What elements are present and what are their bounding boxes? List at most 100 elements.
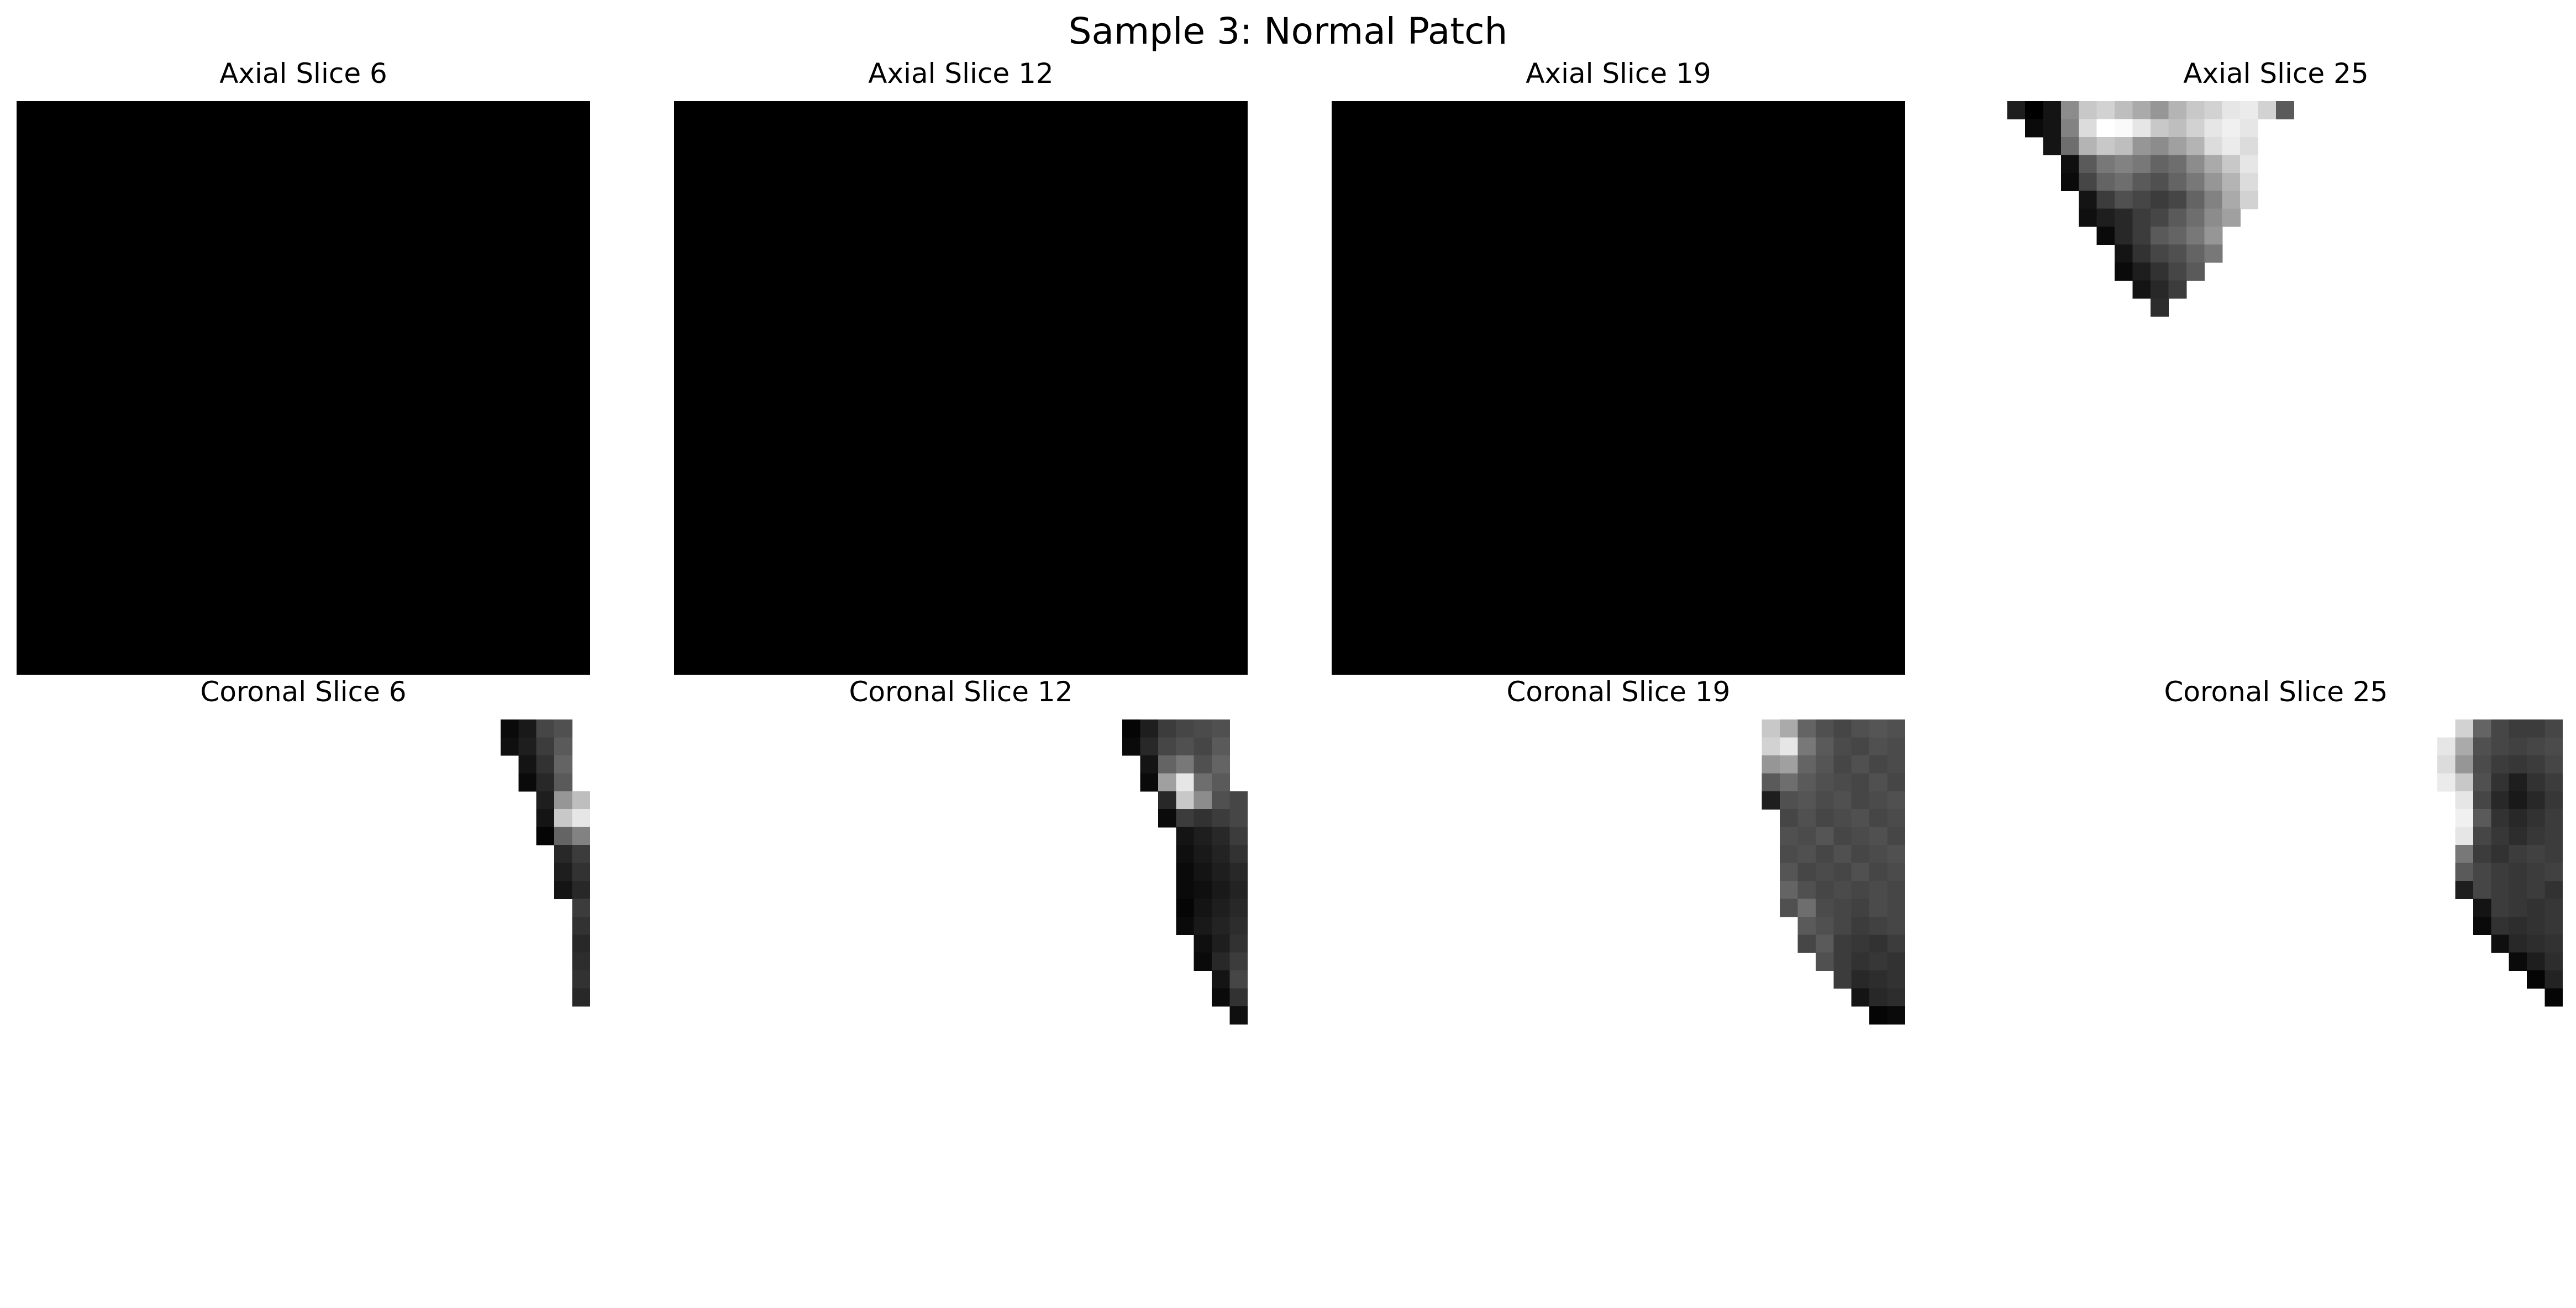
slice-pixel — [2527, 809, 2546, 828]
slice-pixel — [1851, 970, 1870, 989]
slice-pixel — [2240, 101, 2259, 120]
slice-pixel — [2491, 845, 2510, 864]
slice-pixel — [2043, 119, 2062, 138]
slice-pixel — [2437, 755, 2456, 774]
slice-pixel — [1779, 719, 1799, 738]
slice-pixel — [1212, 719, 1231, 738]
slice-pixel — [1869, 880, 1888, 900]
slice-pixel — [2096, 155, 2115, 174]
slice-pixel — [2204, 119, 2223, 138]
slice-pixel — [1851, 988, 1870, 1007]
slice-pixel — [2527, 791, 2546, 810]
slice-pixel — [1212, 773, 1231, 792]
panel-axial-slice-25: Axial Slice 25 — [1989, 57, 2563, 675]
slice-pixel — [2168, 227, 2187, 245]
slice-pixel — [2545, 916, 2563, 935]
slice-pixel — [1779, 845, 1799, 864]
slice-pixel — [554, 773, 573, 792]
slice-pixel — [536, 827, 555, 845]
slice-pixel — [2150, 208, 2169, 227]
slice-pixel — [1833, 899, 1852, 917]
slice-pixel — [1869, 899, 1888, 917]
slice-pixel — [2222, 155, 2241, 174]
slice-pixel — [572, 934, 590, 953]
slice-pixel — [1797, 755, 1816, 774]
panel-axial-slice-12: Axial Slice 12 — [674, 57, 1248, 675]
slice-pixel — [2527, 845, 2546, 864]
slice-pixel — [2545, 988, 2563, 1007]
slice-pixel — [2527, 952, 2546, 971]
slice-pixel — [1176, 845, 1195, 864]
slice-pixel — [1779, 755, 1799, 774]
slice-pixel — [2437, 737, 2456, 756]
slice-pixel — [2186, 101, 2205, 120]
slice-pixel — [536, 737, 555, 756]
slice-pixel — [2186, 208, 2205, 227]
slice-pixel — [1887, 899, 1905, 917]
slice-pixel — [2186, 191, 2205, 209]
slice-pixel — [2060, 172, 2079, 191]
slice-pixel — [2132, 262, 2151, 281]
slice-pixel — [1833, 809, 1852, 828]
slice-pixel — [1176, 755, 1195, 774]
slice-pixel — [1176, 899, 1195, 917]
slice-pixel — [572, 827, 590, 845]
slice-pixel — [1815, 827, 1834, 845]
slice-pixel — [2455, 755, 2474, 774]
slice-pixel — [2060, 155, 2079, 174]
slice-pixel — [1833, 845, 1852, 864]
slice-pixel — [2204, 208, 2223, 227]
slice-pixel — [2096, 227, 2115, 245]
slice-pixel — [1176, 827, 1195, 845]
slice-pixel — [1815, 880, 1834, 900]
slice-pixel — [2132, 280, 2151, 299]
slice-pixel — [1815, 863, 1834, 881]
slice-pixel — [1212, 827, 1231, 845]
slice-pixel — [2491, 934, 2510, 953]
slice-pixel — [2222, 172, 2241, 191]
slice-pixel — [2491, 773, 2510, 792]
slice-pixel — [1833, 952, 1852, 971]
slice-pixel — [1869, 773, 1888, 792]
slice-pixel — [2132, 208, 2151, 227]
slice-pixel — [1229, 916, 1248, 935]
slice-pixel — [1869, 809, 1888, 828]
slice-pixel — [2186, 244, 2205, 263]
slice-pixel — [1779, 773, 1799, 792]
slice-pixel — [1887, 880, 1905, 900]
slice-pixel — [2455, 863, 2474, 881]
slice-pixel — [2491, 809, 2510, 828]
panel-title: Coronal Slice 19 — [1506, 676, 1731, 708]
slice-pixel — [500, 719, 519, 738]
slice-pixel — [572, 880, 590, 900]
slice-pixel — [2168, 136, 2187, 155]
slice-pixel — [1851, 755, 1870, 774]
slice-pixel — [1851, 845, 1870, 864]
slice-pixel — [1887, 863, 1905, 881]
slice-pixel — [2132, 191, 2151, 209]
slice-pixel — [1833, 880, 1852, 900]
slice-pixel — [1797, 791, 1816, 810]
figure-title: Sample 3: Normal Patch — [1068, 10, 1508, 52]
slice-pixel — [2060, 101, 2079, 120]
slice-pixel — [2473, 827, 2491, 845]
slice-pixel — [2545, 809, 2563, 828]
slice-pixel — [2509, 791, 2527, 810]
slice-pixel — [1212, 899, 1231, 917]
slice-pixel — [1815, 845, 1834, 864]
slice-pixel — [2150, 280, 2169, 299]
slice-pixel — [2222, 119, 2241, 138]
slice-pixel — [1762, 773, 1780, 792]
slice-pixel — [1158, 791, 1176, 810]
slice-pixel — [2096, 172, 2115, 191]
slice-pixel — [2060, 119, 2079, 138]
slice-pixel — [1887, 755, 1905, 774]
slice-pixel — [518, 755, 537, 774]
slice-pixel — [1229, 934, 1248, 953]
slice-pixel — [2258, 101, 2277, 120]
panel-coronal-slice-6: Coronal Slice 6 — [17, 676, 590, 1293]
slice-pixel — [554, 791, 573, 810]
slice-pixel — [1194, 899, 1212, 917]
slice-pixel — [2240, 136, 2259, 155]
slice-pixel — [2509, 880, 2527, 900]
